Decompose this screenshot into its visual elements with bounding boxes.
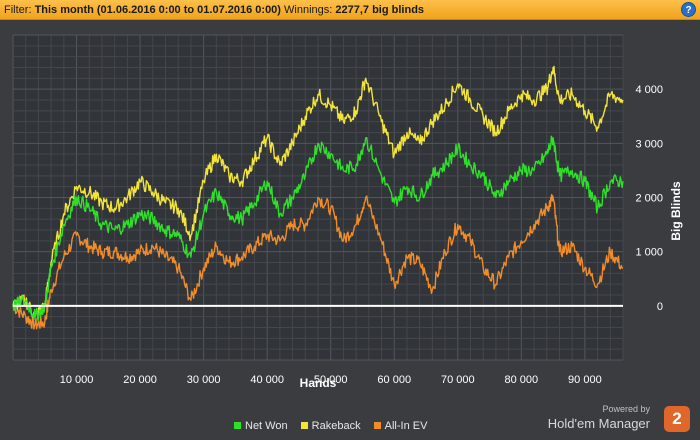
legend-label-net-won: Net Won (245, 420, 288, 432)
x-tick-label: 50 000 (314, 374, 348, 386)
y-tick-label: 3 000 (635, 138, 663, 150)
y-tick-label: 4 000 (635, 84, 663, 96)
x-tick-label: 20 000 (123, 374, 157, 386)
legend-label-all-in-ev: All-In EV (384, 420, 428, 432)
series-line-all-in-ev (12, 193, 624, 330)
x-tick-label: 80 000 (505, 374, 539, 386)
y-tick-label: 2 000 (635, 193, 663, 205)
legend-swatch-net-won (234, 422, 241, 429)
legend-swatch-all-in-ev (373, 422, 381, 429)
y-axis-label: Big Blinds (669, 181, 683, 241)
filter-bar: Filter: This month (01.06.2016 0:00 to 0… (0, 0, 700, 20)
legend-item-rakeback[interactable]: Rakeback (300, 420, 361, 432)
filter-label: Filter: (4, 4, 32, 16)
winnings-label: Winnings: (284, 4, 333, 16)
x-axis-ticks: 10 000 20 000 30 000 40 000 50 000 60 000 70 0… (60, 374, 602, 386)
filter-value[interactable]: This month (01.06.2016 0:00 to 01.07.201… (34, 4, 281, 16)
brand-name: Hold'em Manager (547, 416, 650, 431)
legend-label-rakeback: Rakeback (311, 420, 361, 432)
x-tick-label: 60 000 (377, 374, 411, 386)
y-tick-label: 0 (657, 301, 663, 313)
legend-swatch-rakeback (300, 422, 308, 429)
series-line-net-won (12, 135, 624, 321)
legend-item-all-in-ev[interactable]: All-In EV (373, 420, 428, 432)
x-tick-label: 40 000 (250, 374, 284, 386)
x-axis-label: Hands (300, 376, 337, 390)
branding: Powered by Hold'em Manager 2 (540, 404, 690, 434)
legend: Net Won Rakeback All-In EV (234, 420, 437, 434)
winnings-value: 2277,7 big blinds (335, 4, 425, 16)
series-line-rakeback (12, 65, 624, 320)
legend-item-net-won[interactable]: Net Won (234, 420, 288, 432)
hem2-logo-icon: 2 (664, 406, 690, 432)
x-tick-label: 30 000 (187, 374, 221, 386)
help-icon[interactable]: ? (681, 2, 696, 17)
graph-chart: 10 000 20 000 30 000 40 000 50 000 60 000 70 0… (12, 34, 683, 390)
series-lines (12, 65, 624, 330)
x-tick-label: 70 000 (441, 374, 475, 386)
y-axis-ticks: 0 1 000 2 000 3 000 4 000 (635, 84, 663, 313)
y-tick-label: 1 000 (635, 247, 663, 259)
powered-by-text: Powered by (602, 404, 650, 414)
x-tick-label: 10 000 (60, 374, 94, 386)
x-tick-label: 90 000 (568, 374, 602, 386)
